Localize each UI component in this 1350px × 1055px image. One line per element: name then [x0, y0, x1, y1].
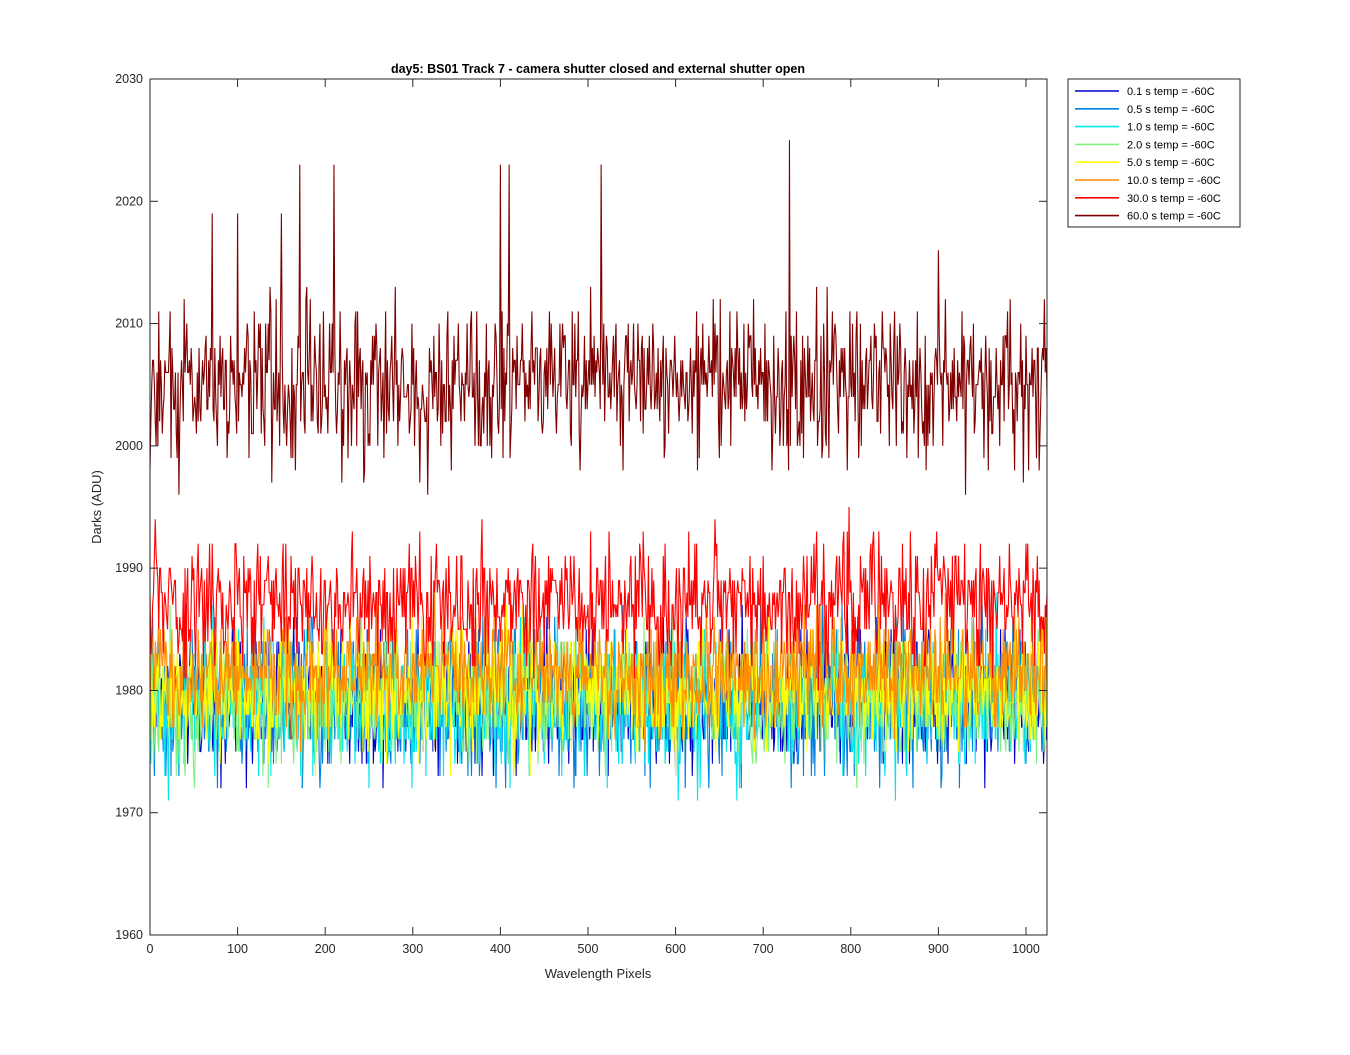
series-line-7 [150, 140, 1047, 495]
x-axis-label: Wavelength Pixels [545, 966, 652, 981]
legend-box [1067, 78, 1241, 228]
x-tick-label: 600 [665, 942, 686, 956]
y-tick-label: 1990 [115, 561, 143, 575]
x-tick-label: 100 [227, 942, 248, 956]
y-tick-label: 2030 [115, 72, 143, 86]
x-tick-label: 700 [753, 942, 774, 956]
x-tick-label: 300 [402, 942, 423, 956]
x-tick-label: 1000 [1012, 942, 1040, 956]
legend[interactable]: 0.1 s temp = -60C 0.5 s temp = -60C 1.0 s … [1067, 78, 1241, 228]
y-tick-label: 2000 [115, 439, 143, 453]
legend-entry-label: 30.0 s temp = -60C [1127, 193, 1221, 205]
y-tick-label: 1980 [115, 683, 143, 697]
chart-title: day5: BS01 Track 7 - camera shutter clos… [391, 62, 805, 76]
x-tick-label: 200 [315, 942, 336, 956]
legend-entry-label: 5.0 s temp = -60C [1127, 157, 1215, 169]
x-tick-label: 800 [840, 942, 861, 956]
series-layer [150, 140, 1047, 801]
x-tick-label: 900 [928, 942, 949, 956]
legend-items: 0.1 s temp = -60C 0.5 s temp = -60C 1.0 s … [1075, 86, 1221, 223]
legend-entry-label: 1.0 s temp = -60C [1127, 122, 1215, 134]
x-tick-label: 400 [490, 942, 511, 956]
legend-entry-label: 0.1 s temp = -60C [1127, 86, 1215, 98]
x-tick-label: 0 [147, 942, 154, 956]
series-line-5 [150, 592, 1047, 752]
y-tick-label: 2020 [115, 194, 143, 208]
plot-area [150, 79, 1047, 935]
plot-frame [149, 78, 1048, 936]
x-tick-label: 500 [578, 942, 599, 956]
legend-entry-label: 2.0 s temp = -60C [1127, 139, 1215, 151]
legend-entry-label: 60.0 s temp = -60C [1127, 211, 1221, 223]
series-line-6 [150, 506, 1047, 691]
ticks-layer: 0 100 200 300 400 500 600 700 800 900 1000 1960 1970… [115, 72, 1047, 956]
y-axis-label: Darks (ADU) [89, 470, 104, 544]
legend-entry-label: 10.0 s temp = -60C [1127, 175, 1221, 187]
y-tick-label: 1960 [115, 928, 143, 942]
y-tick-label: 2010 [115, 317, 143, 331]
y-tick-label: 1970 [115, 806, 143, 820]
legend-entry-label: 0.5 s temp = -60C [1127, 104, 1215, 116]
